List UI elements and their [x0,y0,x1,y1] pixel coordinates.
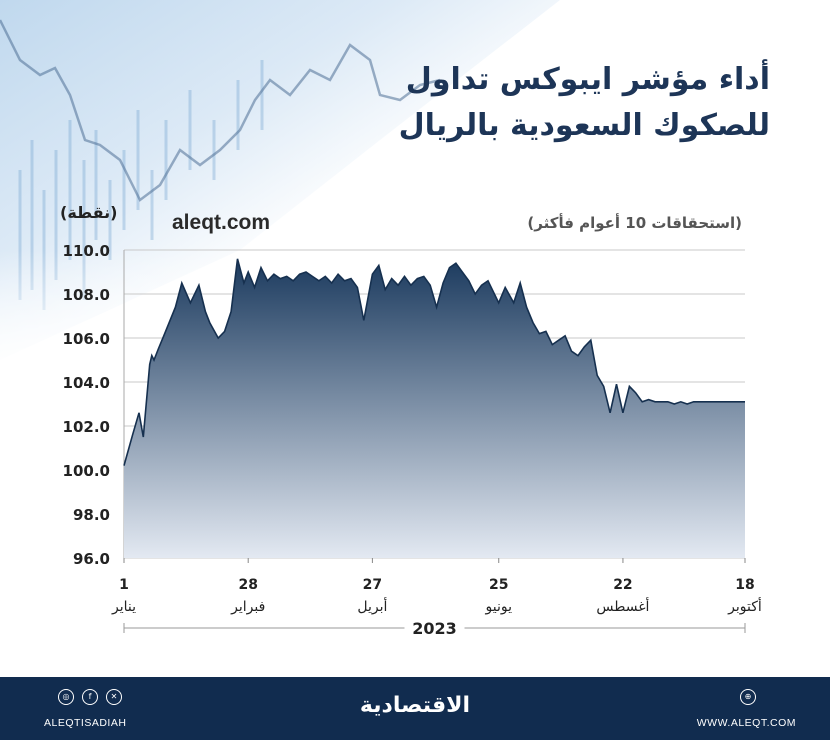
footer-bar: ◎ f ✕ ALEQTISADIAH الاقتصادية ⊕ WWW.ALEQ… [0,677,830,740]
year-label: 2023 [412,619,457,638]
x-tick-month: أكتوبر [727,597,762,615]
chart-subtitle: (استحقاقات 10 أعوام فأكثر) [527,214,742,232]
y-tick-label: 98.0 [73,506,110,524]
x-tick-month: أغسطس [596,597,649,615]
chart-title-line2: للصكوك السعودية بالريال [398,108,770,143]
series-area-fill [124,258,745,558]
y-tick-label: 96.0 [73,550,110,568]
chart-area: 110.0 108.0 106.0 104.0 102.0 100.0 98.0 96.0 1… [63,242,762,640]
globe-icon: ⊕ [740,689,756,705]
x-tick-month: يناير [111,599,136,615]
y-tick-label: 100.0 [63,462,110,480]
x-tick-month: فبراير [230,599,265,615]
x-tick-day: 27 [363,577,382,593]
x-tick-day: 25 [489,577,508,593]
website-watermark: aleqt.com [172,211,271,234]
x-tick-month: أبريل [357,597,387,615]
y-unit-label: (نقطة) [60,203,118,222]
series-line [123,258,745,466]
chart-title-line1: أداء مؤشر ايبوكس تداول [405,62,770,97]
x-icon[interactable]: ✕ [106,689,122,705]
facebook-icon[interactable]: f [82,689,98,705]
year-label-bg [404,616,465,640]
y-tick-label: 102.0 [63,418,110,436]
x-tick-day: 18 [735,577,754,593]
y-tick-label: 110.0 [63,242,110,260]
x-tick-month: يونيو [484,599,512,615]
x-tick-day: 22 [613,577,632,593]
y-tick-label: 104.0 [63,374,110,392]
x-tick-day: 28 [238,577,257,593]
instagram-icon[interactable]: ◎ [58,689,74,705]
footer-website[interactable]: WWW.ALEQT.COM [696,717,796,729]
y-tick-label: 108.0 [63,286,110,304]
brand-logo: الاقتصادية [359,693,471,718]
y-tick-label: 106.0 [63,330,110,348]
x-tick-day: 1 [119,577,129,593]
social-handle[interactable]: ALEQTISADIAH [44,717,127,729]
